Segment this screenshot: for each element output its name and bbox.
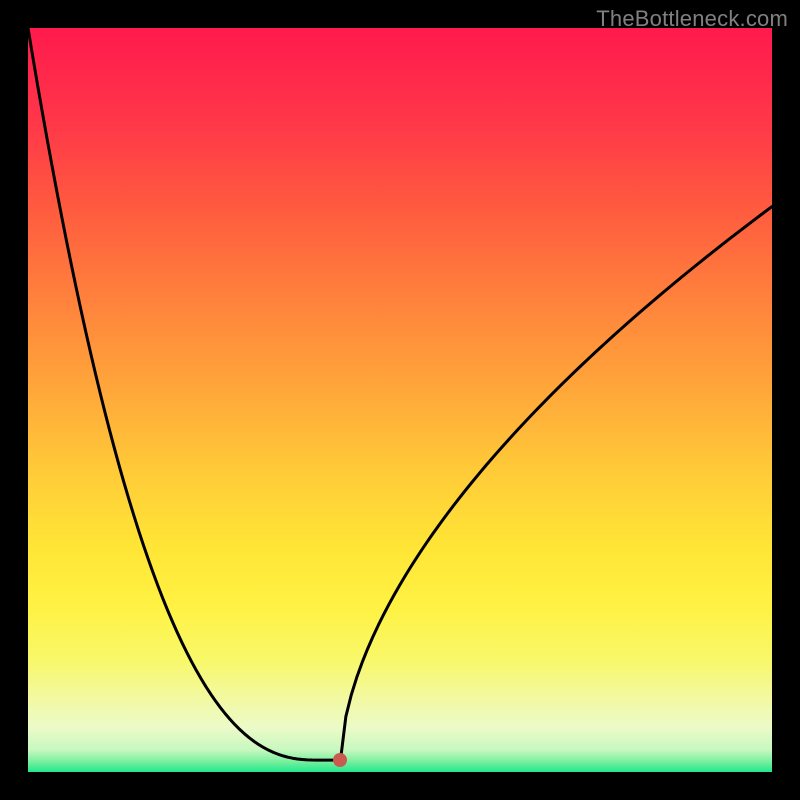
watermark-text: TheBottleneck.com [596, 6, 788, 32]
optimal-point-marker [333, 753, 347, 767]
v-curve [28, 28, 772, 760]
curve-layer [28, 28, 772, 772]
chart-frame: TheBottleneck.com [0, 0, 800, 800]
plot-area [28, 28, 772, 772]
